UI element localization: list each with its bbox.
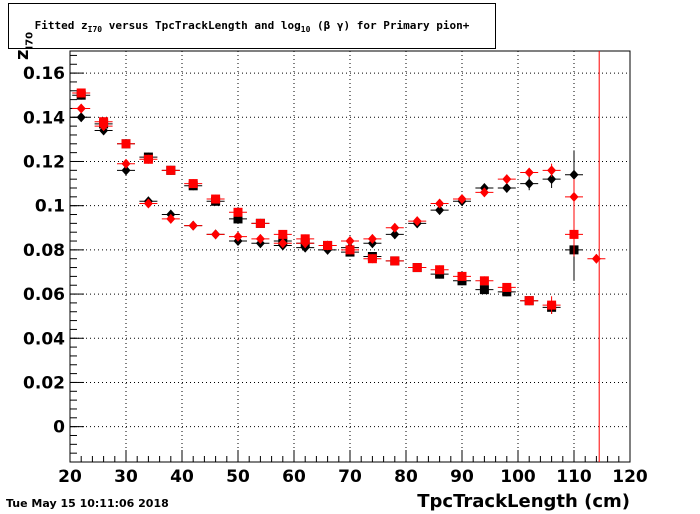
data-point-square — [121, 139, 131, 149]
y-tick-label: 0.16 — [23, 64, 65, 84]
data-point-diamond — [457, 194, 467, 205]
chart-title: Fitted zI70 versus TpcTrackLength and lo… — [9, 19, 495, 34]
y-tick-label: 0.1 — [35, 197, 65, 217]
data-point-square — [143, 154, 153, 164]
data-point-diamond — [390, 229, 400, 240]
x-tick-label: 90 — [450, 467, 474, 487]
y-axis-label-sub: I70 — [24, 31, 36, 50]
data-point-square — [367, 254, 377, 264]
x-tick-label: 20 — [58, 467, 82, 487]
data-point-square — [345, 245, 355, 255]
data-point-square — [457, 271, 467, 281]
y-axis-label: zI70 — [12, 32, 36, 60]
data-point-diamond — [255, 233, 265, 244]
data-point-square — [479, 285, 489, 295]
y-tick-label: 0.08 — [23, 241, 65, 261]
data-point-diamond — [502, 174, 512, 185]
series-layer — [72, 51, 606, 462]
data-point-diamond — [323, 240, 333, 251]
data-point-diamond — [569, 191, 579, 202]
data-point-square — [479, 276, 489, 286]
y-tick-label: 0.12 — [23, 152, 65, 172]
data-point-diamond — [547, 174, 557, 185]
data-point-diamond — [412, 216, 422, 227]
data-point-diamond — [143, 198, 153, 209]
axis-layer: 20 30 40 50 60 70 80 90 100 110 120 0 0.02 0.04 0.06 0.… — [23, 50, 648, 487]
x-tick-label: 100 — [500, 467, 536, 487]
x-tick-label: 60 — [282, 467, 306, 487]
data-point-square — [502, 282, 512, 292]
data-point-square — [524, 296, 534, 306]
title-post: (β γ) for Primary pion+ — [310, 19, 470, 32]
data-point-diamond — [547, 165, 557, 176]
y-tick-label: 0.02 — [23, 373, 65, 393]
data-point-square — [435, 265, 445, 275]
data-point-diamond — [390, 222, 400, 233]
x-tick-label: 70 — [338, 467, 362, 487]
y-tick-label: 0.06 — [23, 285, 65, 305]
y-tick-label: 0 — [53, 418, 65, 438]
y-tick-label: 0.14 — [23, 108, 65, 128]
data-point-square — [278, 229, 288, 239]
data-point-diamond — [367, 233, 377, 244]
data-point-square — [255, 218, 265, 228]
series-3 — [72, 103, 606, 264]
data-point-square — [76, 88, 86, 98]
data-point-square — [188, 179, 198, 189]
data-point-diamond — [99, 121, 109, 132]
data-point-diamond — [166, 213, 176, 224]
data-point-square — [412, 263, 422, 273]
data-point-diamond — [591, 253, 601, 264]
data-point-diamond — [121, 158, 131, 169]
data-point-diamond — [121, 165, 131, 176]
data-point-diamond — [76, 112, 86, 123]
x-tick-label: 80 — [394, 467, 418, 487]
data-point-diamond — [76, 103, 86, 114]
title-sub-10: 10 — [300, 25, 311, 35]
title-pre: Fitted z — [34, 19, 88, 32]
x-tick-label: 120 — [612, 467, 648, 487]
x-tick-label: 110 — [556, 467, 592, 487]
data-point-diamond — [300, 238, 310, 249]
data-point-diamond — [524, 167, 534, 178]
data-point-diamond — [435, 205, 445, 216]
data-point-square — [547, 300, 557, 310]
title-box: Fitted zI70 versus TpcTrackLength and lo… — [8, 3, 496, 49]
data-point-square — [233, 214, 243, 224]
data-point-square — [233, 207, 243, 217]
data-point-square — [390, 256, 400, 266]
data-point-square — [569, 229, 579, 239]
title-sub-i70: I70 — [87, 25, 103, 35]
data-point-diamond — [569, 169, 579, 180]
y-axis-label-main: z — [12, 49, 33, 60]
x-tick-label: 30 — [114, 467, 138, 487]
data-point-diamond — [233, 231, 243, 242]
data-point-diamond — [435, 198, 445, 209]
x-tick-label: 50 — [226, 467, 250, 487]
data-point-diamond — [345, 236, 355, 247]
x-tick-label: 40 — [170, 467, 194, 487]
data-point-square — [166, 165, 176, 175]
data-point-square — [211, 194, 221, 204]
title-mid: versus TpcTrackLength and log — [102, 19, 301, 32]
y-tick-label: 0.04 — [23, 329, 65, 349]
data-point-diamond — [211, 229, 221, 240]
data-point-diamond — [188, 220, 198, 231]
data-point-diamond — [502, 183, 512, 193]
data-point-diamond — [524, 178, 534, 189]
timestamp: Tue May 15 10:11:06 2018 — [6, 497, 169, 510]
data-point-diamond — [479, 187, 489, 198]
data-point-diamond — [278, 238, 288, 249]
x-axis-label: TpcTrackLength (cm) — [417, 491, 630, 512]
